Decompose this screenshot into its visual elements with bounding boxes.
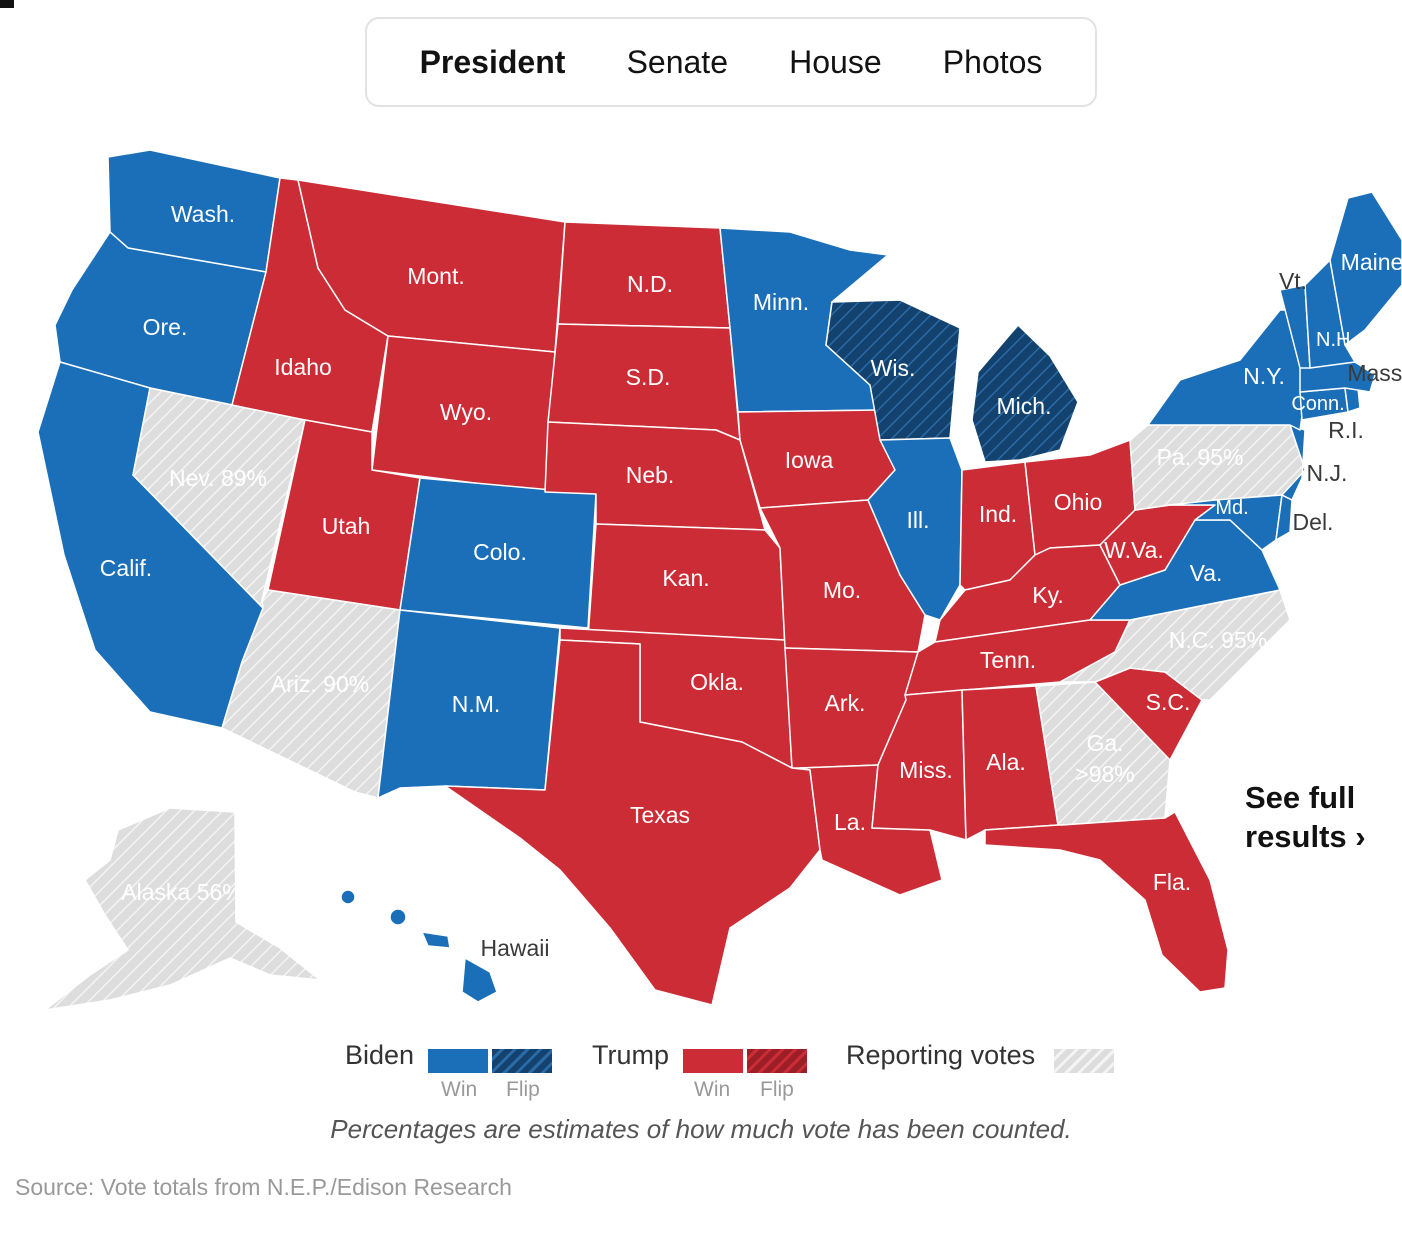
label-co: Colo. — [473, 539, 527, 565]
label-sd: S.D. — [626, 364, 671, 390]
label-sc: S.C. — [1146, 689, 1191, 715]
label-ak: Alaska 56% — [121, 879, 242, 905]
label-mi: Mich. — [997, 393, 1052, 419]
state-ak[interactable] — [44, 807, 321, 1011]
label-nj: N.J. — [1307, 460, 1348, 486]
label-nv: Nev. 89% — [169, 465, 267, 491]
label-me: Maine — [1341, 249, 1402, 275]
label-al: Ala. — [986, 749, 1026, 775]
label-ky: Ky. — [1032, 582, 1064, 608]
label-mt: Mont. — [407, 263, 465, 289]
corner-mark — [0, 0, 14, 8]
label-md: Md. — [1215, 497, 1248, 519]
estimate-note: Percentages are estimates of how much vo… — [330, 1114, 1072, 1144]
state-ri[interactable] — [1344, 387, 1361, 413]
label-ms: Miss. — [899, 757, 953, 783]
see-full-results-link[interactable]: See full results › — [1245, 778, 1395, 856]
label-wi: Wis. — [871, 355, 916, 381]
label-wv: W.Va. — [1104, 537, 1164, 563]
label-tn: Tenn. — [980, 647, 1036, 673]
label-nm: N.M. — [452, 691, 501, 717]
legend-trump-flip-swatch — [747, 1049, 807, 1073]
label-mn: Minn. — [753, 289, 809, 315]
label-de: Del. — [1293, 509, 1334, 535]
legend-biden-label: Biden — [345, 1040, 415, 1070]
label-ok: Okla. — [690, 669, 744, 695]
tab-house[interactable]: House — [789, 43, 882, 80]
state-hi[interactable] — [340, 889, 498, 1003]
see-full-line2[interactable]: results › — [1245, 819, 1366, 854]
label-ut: Utah — [322, 513, 371, 539]
label-oh: Ohio — [1054, 489, 1103, 515]
legend-trump-flip-label: Flip — [760, 1078, 794, 1101]
label-la: La. — [834, 809, 866, 835]
label-hi: Hawaii — [480, 935, 549, 961]
race-tabs: President Senate House Photos — [365, 17, 1097, 107]
label-ia: Iowa — [785, 447, 834, 473]
label-tx: Texas — [630, 802, 690, 828]
label-wa: Wash. — [171, 201, 235, 227]
see-full-line1[interactable]: See full — [1245, 780, 1356, 815]
label-nd: N.D. — [627, 271, 673, 297]
label-wy: Wyo. — [440, 399, 492, 425]
label-or: Ore. — [143, 314, 188, 340]
legend-biden-win-label: Win — [441, 1078, 478, 1101]
tab-president[interactable]: President — [419, 43, 566, 80]
results-map: Wash. Ore. Calif. Nev. 89% Idaho Mont. W… — [37, 149, 1402, 1011]
label-ri: R.I. — [1328, 417, 1364, 443]
legend-biden-flip-label: Flip — [506, 1078, 540, 1101]
legend-reporting-label: Reporting votes — [846, 1040, 1036, 1070]
label-vt: Vt. — [1279, 268, 1307, 294]
legend-trump-win-swatch — [683, 1049, 743, 1073]
state-me[interactable] — [1329, 191, 1402, 346]
label-in: Ind. — [979, 501, 1017, 527]
label-nh: N.H. — [1316, 329, 1356, 351]
state-nj[interactable] — [1281, 424, 1306, 501]
label-ca: Calif. — [100, 555, 152, 581]
state-nh[interactable] — [1304, 259, 1356, 369]
label-ny: N.Y. — [1243, 363, 1285, 389]
tab-senate[interactable]: Senate — [626, 43, 728, 80]
label-nc: N.C. 95% — [1169, 627, 1267, 653]
label-ar: Ark. — [825, 690, 866, 716]
label-id: Idaho — [274, 354, 332, 380]
legend-biden-flip-swatch — [492, 1049, 552, 1073]
label-ks: Kan. — [662, 565, 709, 591]
label-ma: Mass. — [1347, 360, 1402, 386]
label-fl: Fla. — [1153, 869, 1191, 895]
label-va: Va. — [1190, 560, 1223, 586]
label-ga: Ga. — [1086, 730, 1123, 756]
legend-reporting-swatch — [1054, 1049, 1114, 1073]
tab-photos[interactable]: Photos — [942, 43, 1043, 80]
label-ct: Conn. — [1291, 393, 1344, 415]
state-nc[interactable] — [1059, 589, 1291, 701]
legend-trump-label: Trump — [592, 1040, 670, 1070]
label-pa: Pa. 95% — [1157, 444, 1244, 470]
state-tx[interactable] — [444, 639, 821, 1006]
state-mi[interactable] — [971, 324, 1079, 463]
legend-trump-win-label: Win — [694, 1078, 731, 1101]
label-mo: Mo. — [823, 577, 861, 603]
state-fl[interactable] — [984, 811, 1229, 993]
state-md[interactable] — [1169, 494, 1283, 551]
legend-biden-win-swatch — [428, 1049, 488, 1073]
state-il[interactable] — [867, 437, 963, 621]
label-il: Ill. — [907, 507, 930, 533]
legend: Biden Win Flip Trump Win Flip Reporting … — [0, 1040, 1402, 1110]
label-ne: Neb. — [626, 462, 675, 488]
source-line: Source: Vote totals from N.E.P./Edison R… — [15, 1174, 512, 1200]
label-az: Ariz. 90% — [271, 671, 369, 697]
label-ga-pct: >98% — [1075, 761, 1134, 787]
